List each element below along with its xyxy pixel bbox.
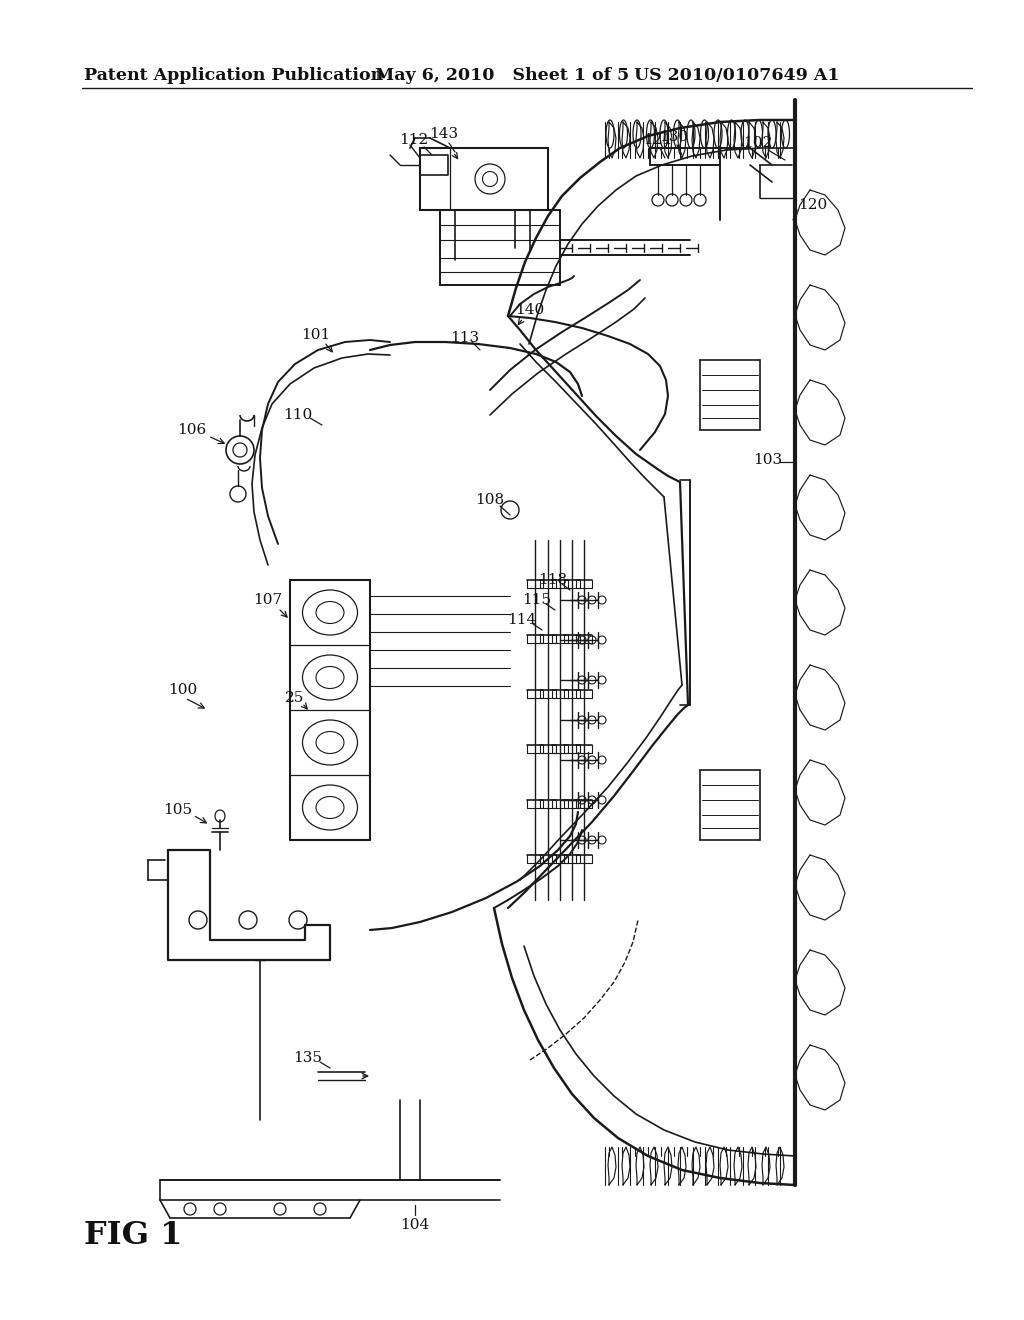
Text: 113: 113 — [451, 331, 479, 345]
Text: FIG 1: FIG 1 — [84, 1220, 182, 1250]
Text: 107: 107 — [253, 593, 283, 607]
Text: Patent Application Publication: Patent Application Publication — [84, 66, 383, 83]
Text: 104: 104 — [400, 1218, 430, 1232]
Text: 25: 25 — [286, 690, 305, 705]
Text: 135: 135 — [294, 1051, 323, 1065]
Text: 100: 100 — [168, 682, 198, 697]
Text: 115: 115 — [522, 593, 552, 607]
Text: 114: 114 — [507, 612, 537, 627]
Text: 143: 143 — [429, 127, 459, 141]
Text: 140: 140 — [515, 304, 545, 317]
Text: 121: 121 — [643, 133, 673, 147]
Text: 130: 130 — [659, 129, 688, 144]
Text: US 2010/0107649 A1: US 2010/0107649 A1 — [634, 66, 840, 83]
Text: 102: 102 — [743, 136, 773, 150]
Text: 101: 101 — [301, 327, 331, 342]
Text: 106: 106 — [177, 422, 207, 437]
Text: 120: 120 — [798, 198, 827, 213]
Text: 118: 118 — [539, 573, 567, 587]
Text: 108: 108 — [475, 492, 505, 507]
Text: 105: 105 — [164, 803, 193, 817]
Text: 112: 112 — [399, 133, 429, 147]
Text: 110: 110 — [284, 408, 312, 422]
Text: May 6, 2010   Sheet 1 of 5: May 6, 2010 Sheet 1 of 5 — [375, 66, 630, 83]
Text: 103: 103 — [754, 453, 782, 467]
